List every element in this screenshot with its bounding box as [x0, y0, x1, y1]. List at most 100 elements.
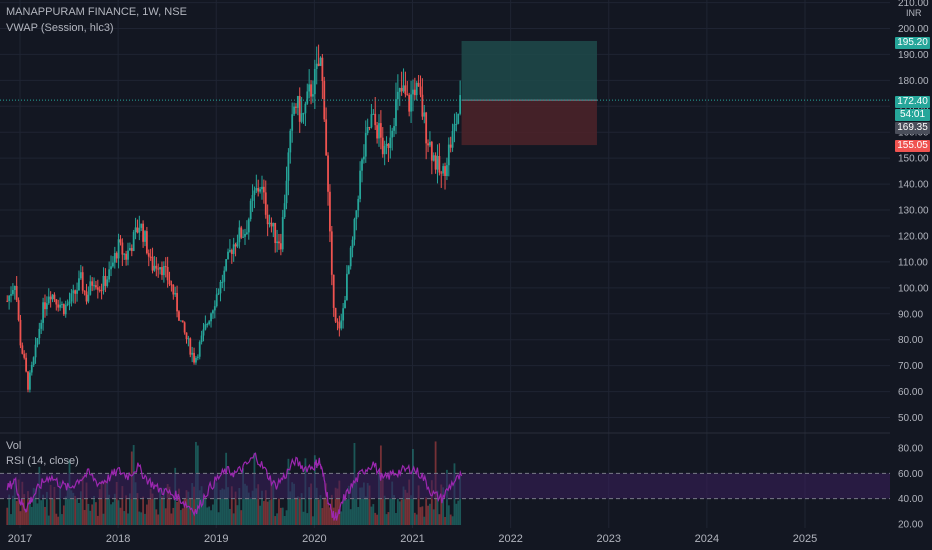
symbol-title[interactable]: MANAPPURAM FINANCE, 1W, NSE — [6, 6, 187, 18]
volume-bar — [215, 482, 218, 525]
volume-bar — [140, 512, 143, 525]
candle-body — [183, 322, 186, 333]
volume-bar — [355, 482, 358, 525]
volume-bar — [321, 508, 324, 525]
position-zones[interactable] — [461, 40, 597, 146]
volume-bar — [95, 502, 97, 525]
candlestick-series — [6, 44, 462, 393]
volume-bar — [325, 483, 328, 525]
candle-body — [317, 63, 320, 66]
volume-bar — [17, 479, 20, 525]
price-tick-label: 150.00 — [898, 154, 929, 165]
candle-body — [181, 320, 184, 323]
candle-body — [306, 91, 309, 104]
volume-bar — [400, 499, 403, 525]
candle-body — [351, 239, 354, 248]
candle-body — [355, 210, 358, 220]
volume-bar — [153, 498, 156, 525]
candle-body — [408, 95, 411, 112]
volume-bar — [51, 498, 54, 525]
candle-body — [310, 84, 312, 97]
candle-body — [338, 322, 341, 329]
volume-bar — [262, 501, 265, 525]
candle-body — [261, 186, 263, 190]
rsi-tick-label: 80.00 — [898, 444, 923, 455]
volume-bar — [212, 504, 214, 525]
candle-body — [412, 89, 414, 95]
candle-body — [49, 296, 52, 300]
volume-bar — [217, 512, 220, 525]
candle-body — [332, 274, 335, 308]
volume-bar — [202, 494, 205, 525]
candle-body — [123, 253, 126, 255]
candle-body — [12, 289, 14, 295]
price-tick-label: 130.00 — [898, 206, 929, 217]
time-tick-label: 2017 — [8, 533, 32, 545]
candle-body — [98, 289, 101, 291]
candle-body — [417, 82, 420, 87]
volume-bar — [142, 496, 145, 525]
price-axis-background — [890, 0, 932, 550]
candle-body — [215, 294, 218, 307]
volume-bar — [317, 499, 320, 525]
candle-body — [353, 219, 356, 240]
candle-body — [15, 286, 18, 301]
candle-body — [257, 188, 260, 192]
candle-body — [104, 275, 107, 286]
price-tick-label: 110.00 — [898, 257, 928, 268]
candle-body — [336, 321, 339, 323]
candle-body — [244, 233, 246, 237]
candle-body — [340, 320, 343, 329]
candle-body — [115, 253, 118, 259]
volume-bar — [276, 513, 278, 525]
volume-bar — [123, 511, 126, 525]
candle-body — [423, 112, 426, 117]
candle-body — [419, 86, 422, 95]
volume-bar — [291, 482, 294, 525]
candle-body — [385, 143, 388, 146]
candle-body — [121, 242, 124, 255]
candle-body — [398, 87, 401, 92]
candle-body — [413, 89, 416, 96]
volume-bar — [129, 493, 131, 525]
candle-body — [295, 106, 297, 108]
volume-bar — [49, 484, 52, 525]
price-tick-label: 90.00 — [898, 309, 923, 320]
volume-bar — [251, 490, 254, 525]
candle-body — [70, 293, 73, 302]
volume-bar — [300, 493, 303, 525]
rsi-indicator-label[interactable]: RSI (14, close) — [6, 455, 79, 467]
candle-body — [149, 256, 152, 258]
candle-body — [425, 112, 428, 144]
candle-body — [213, 306, 216, 311]
volume-bar — [213, 480, 216, 525]
volume-bar — [70, 490, 73, 525]
vwap-indicator-label[interactable]: VWAP (Session, hlc3) — [6, 22, 114, 34]
candle-body — [430, 141, 433, 161]
volume-bar — [66, 482, 69, 525]
volume-bar — [459, 476, 462, 525]
volume-bar — [78, 502, 80, 525]
candle-body — [347, 266, 350, 274]
volume-bar — [59, 481, 61, 525]
price-axis[interactable]: 210.00200.00190.00180.00170.00160.00150.… — [890, 0, 932, 550]
candle-body — [164, 266, 167, 268]
volume-bar — [457, 500, 460, 525]
volume-bar — [402, 486, 405, 525]
volume-indicator-label[interactable]: Vol — [6, 440, 22, 452]
volume-bar — [370, 506, 373, 525]
candle-body — [251, 195, 254, 201]
time-axis[interactable]: 2017 2018 2019 2020 2021 2022 2023 2024 2025 — [0, 528, 890, 550]
candle-body — [27, 371, 29, 390]
candle-body — [349, 247, 352, 267]
last-price-badge: 172.40 — [895, 96, 930, 108]
volume-bar — [442, 487, 445, 525]
volume-bar — [270, 481, 273, 525]
candle-body — [391, 130, 394, 138]
candle-body — [193, 352, 195, 363]
volume-bar — [312, 516, 314, 525]
candle-body — [329, 191, 331, 232]
volume-bar — [119, 507, 122, 525]
rsi-tick-label: 20.00 — [898, 520, 923, 531]
